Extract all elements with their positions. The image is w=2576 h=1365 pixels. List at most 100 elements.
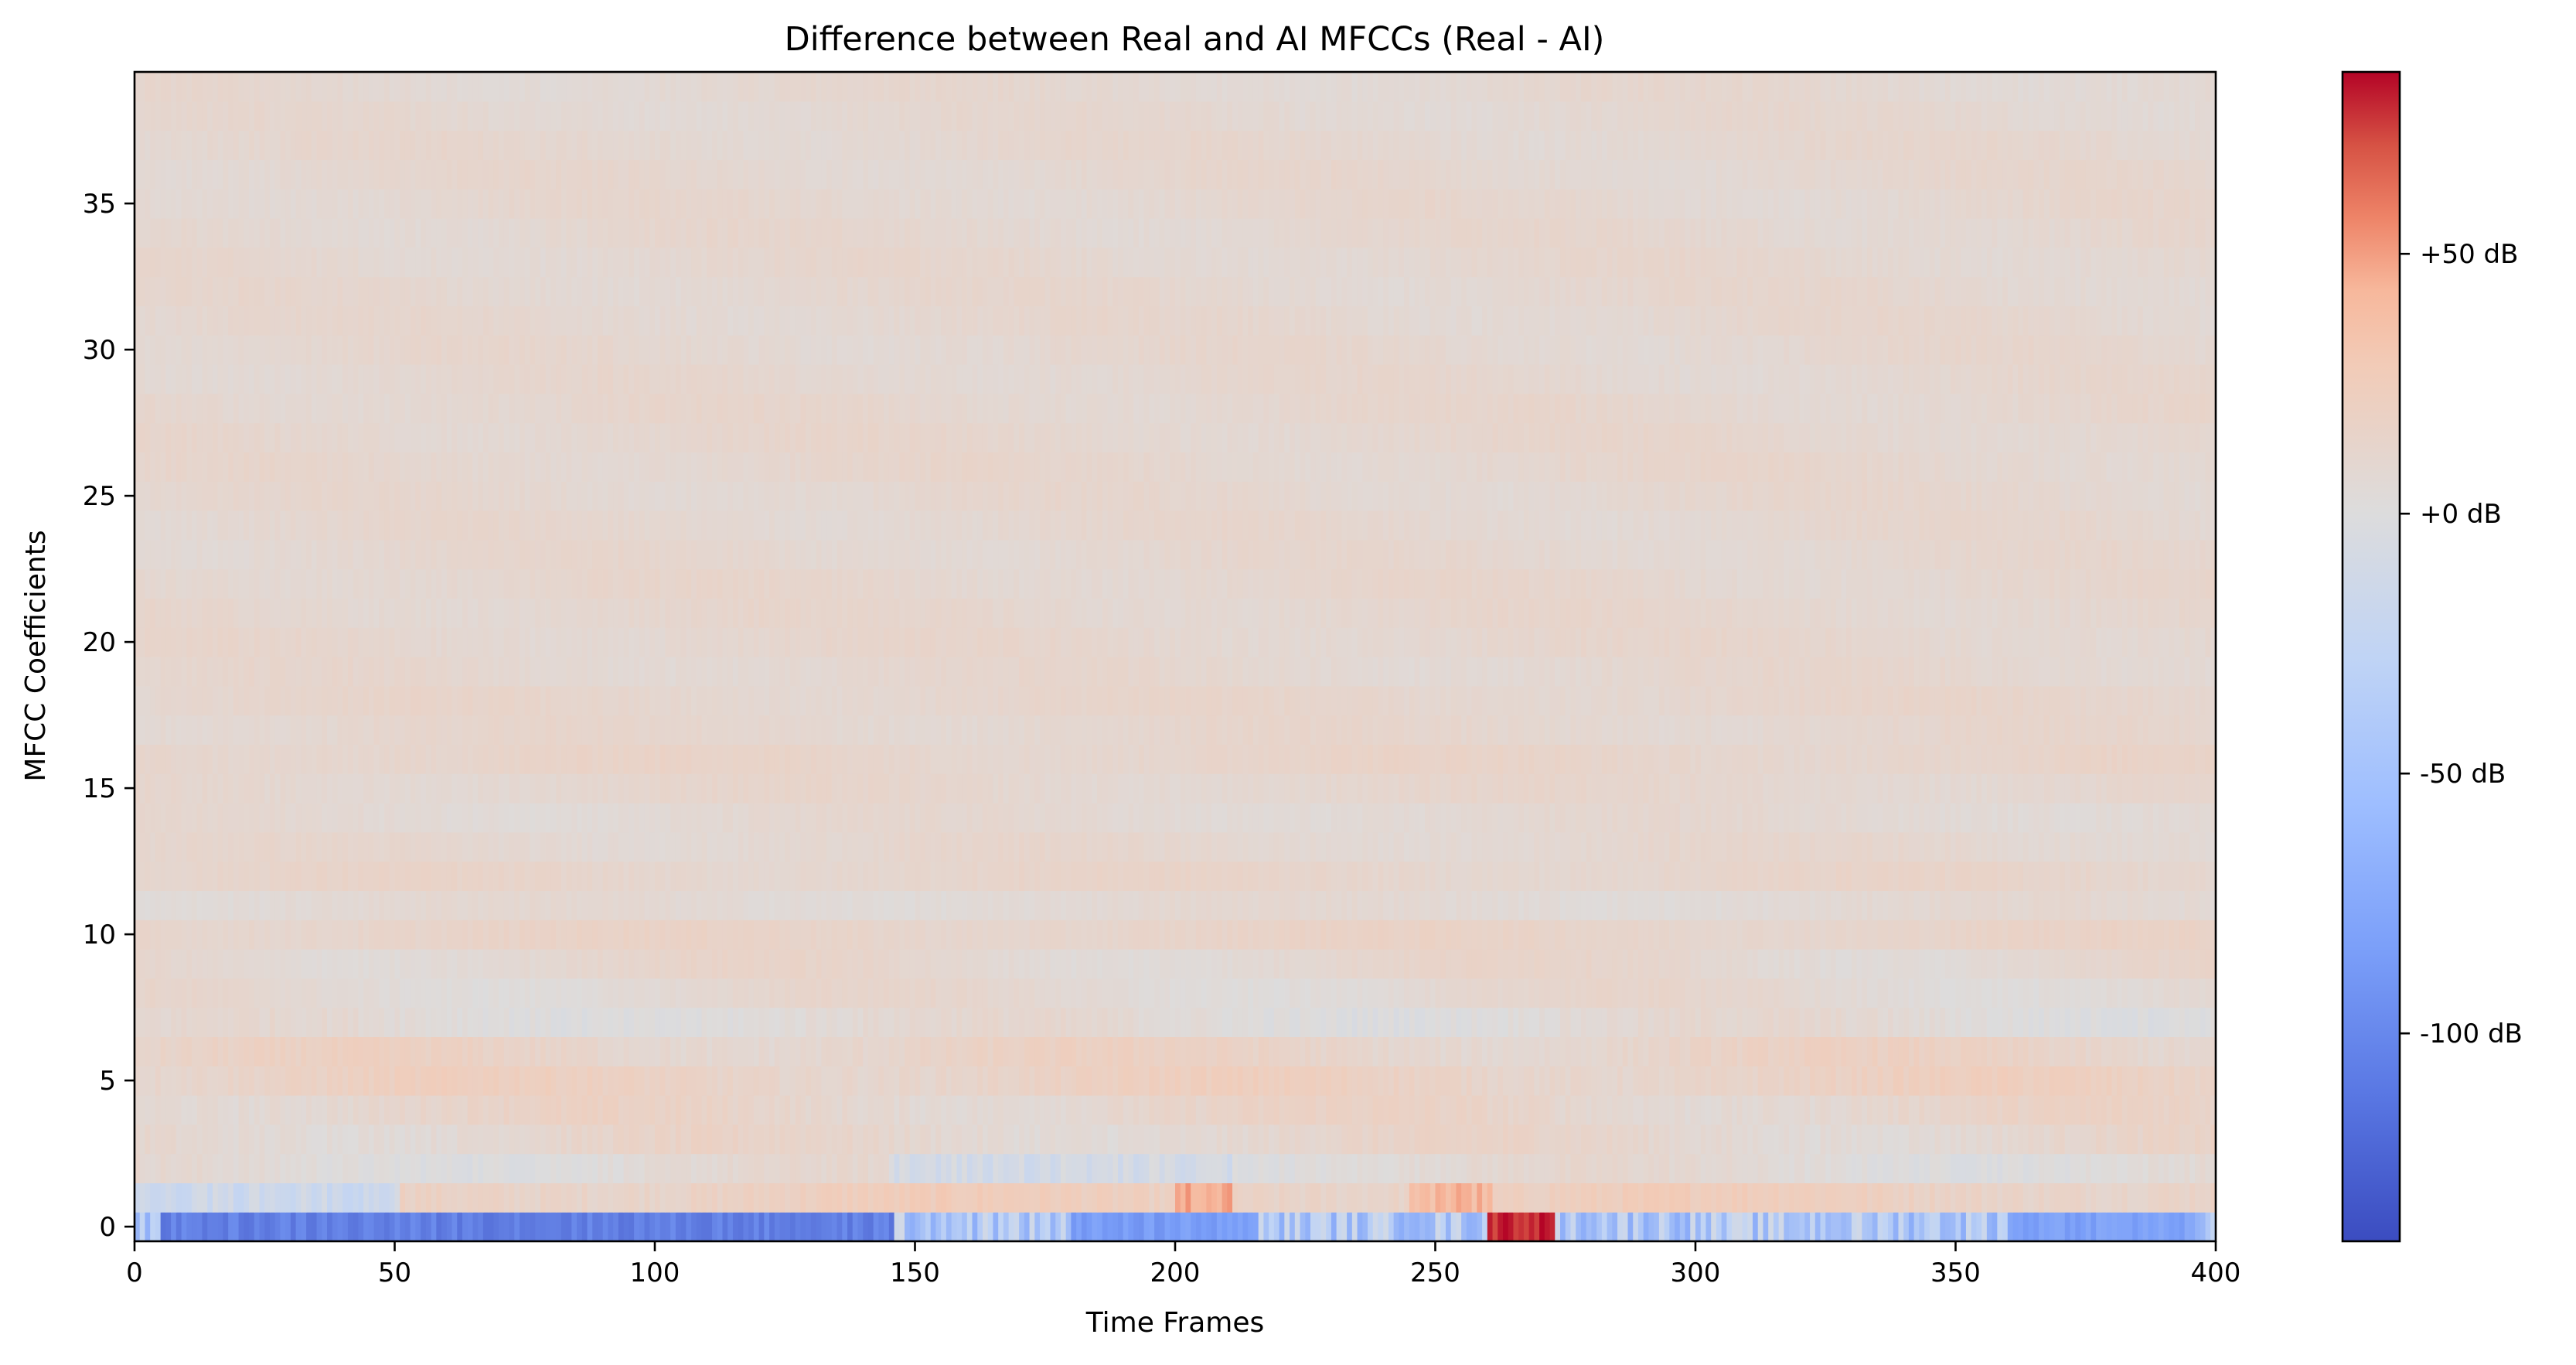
heatmap-cell	[1612, 1007, 1618, 1037]
heatmap-cell	[1040, 1124, 1046, 1155]
heatmap-cell	[1726, 1182, 1733, 1213]
heatmap-cell	[1044, 1153, 1051, 1183]
heatmap-cell	[1929, 890, 1936, 920]
heatmap-cell	[608, 890, 614, 920]
heatmap-cell	[665, 890, 671, 920]
heatmap-cell	[670, 1212, 676, 1242]
heatmap-cell	[644, 1182, 650, 1213]
heatmap-cell	[884, 1124, 890, 1155]
heatmap-cell	[2007, 890, 2014, 920]
heatmap-cell	[878, 1212, 884, 1242]
heatmap-cell	[1804, 1036, 1811, 1066]
heatmap-cell	[175, 890, 182, 920]
heatmap-cell	[1445, 1036, 1452, 1066]
heatmap-cell	[1170, 978, 1176, 1008]
heatmap-cell	[311, 1066, 318, 1096]
heatmap-cell	[1643, 1036, 1650, 1066]
heatmap-cell	[186, 1182, 193, 1213]
heatmap-cell	[363, 1153, 370, 1183]
heatmap-cell	[202, 1007, 208, 1037]
heatmap-cell	[1279, 978, 1285, 1008]
heatmap-cell	[998, 1007, 1004, 1037]
heatmap-cell	[274, 920, 281, 950]
heatmap-cell	[577, 1066, 583, 1096]
heatmap-cell	[1252, 1182, 1259, 1213]
heatmap-cell	[795, 1007, 802, 1037]
heatmap-cell	[274, 1124, 281, 1155]
heatmap-cell	[795, 1182, 802, 1213]
heatmap-cell	[1029, 1066, 1035, 1096]
heatmap-cell	[1596, 1212, 1603, 1242]
heatmap-cell	[821, 978, 827, 1008]
heatmap-cell	[727, 949, 734, 979]
heatmap-cell	[1726, 1212, 1733, 1242]
heatmap-cell	[1113, 920, 1119, 950]
heatmap-cell	[524, 949, 531, 979]
heatmap-cell	[613, 890, 619, 920]
heatmap-cell	[701, 1007, 707, 1037]
heatmap-cell	[342, 890, 349, 920]
heatmap-cell	[717, 920, 724, 950]
heatmap-cell	[1164, 949, 1170, 979]
heatmap-cell	[1799, 920, 1805, 950]
heatmap-cell	[655, 1212, 661, 1242]
heatmap-cell	[514, 1124, 520, 1155]
heatmap-cell	[1471, 1036, 1477, 1066]
heatmap-cell	[410, 1095, 417, 1125]
heatmap-cell	[2018, 1095, 2024, 1125]
heatmap-cell	[1784, 949, 1790, 979]
heatmap-cell	[779, 920, 785, 950]
heatmap-cell	[1586, 978, 1592, 1008]
heatmap-cell	[1637, 920, 1644, 950]
heatmap-cell	[618, 1124, 625, 1155]
heatmap-cell	[1326, 1212, 1332, 1242]
heatmap-cell	[1331, 949, 1337, 979]
heatmap-cell	[1862, 1124, 1868, 1155]
heatmap-cell	[1143, 949, 1150, 979]
heatmap-cell	[1347, 1095, 1353, 1125]
heatmap-cell	[425, 861, 432, 891]
heatmap-cell	[1695, 920, 1702, 950]
heatmap-cell	[2163, 1036, 2170, 1066]
heatmap-cell	[1315, 1182, 1322, 1213]
heatmap-cell	[467, 861, 474, 891]
heatmap-cell	[930, 1007, 937, 1037]
heatmap-cell	[1336, 949, 1342, 979]
heatmap-cell	[1705, 1007, 1712, 1037]
heatmap-cell	[1149, 890, 1155, 920]
heatmap-cell	[2179, 1212, 2186, 1242]
heatmap-cell	[1586, 890, 1592, 920]
heatmap-cell	[332, 1036, 339, 1066]
heatmap-cell	[488, 861, 494, 891]
heatmap-cell	[2043, 1124, 2050, 1155]
heatmap-cell	[1872, 1182, 1879, 1213]
heatmap-cell	[670, 1095, 676, 1125]
heatmap-cell	[1888, 1124, 1894, 1155]
heatmap-cell	[2054, 1066, 2060, 1096]
heatmap-cell	[2090, 1036, 2097, 1066]
heatmap-cell	[1872, 1095, 1879, 1125]
heatmap-cell	[1643, 920, 1650, 950]
heatmap-cell	[1154, 1066, 1160, 1096]
heatmap-cell	[1128, 1153, 1134, 1183]
heatmap-cell	[1862, 890, 1868, 920]
heatmap-cell	[1003, 1124, 1010, 1155]
heatmap-cell	[1716, 920, 1722, 950]
heatmap-cell	[1388, 890, 1395, 920]
heatmap-cell	[1326, 978, 1332, 1008]
heatmap-cell	[1669, 1153, 1675, 1183]
heatmap-cell	[1711, 1007, 1717, 1037]
heatmap-cell	[655, 890, 661, 920]
heatmap-cell	[1076, 861, 1082, 891]
heatmap-cell	[269, 949, 276, 979]
heatmap-cell	[290, 1212, 297, 1242]
heatmap-cell	[779, 861, 785, 891]
heatmap-cell	[1227, 1036, 1233, 1066]
heatmap-cell	[1357, 1124, 1363, 1155]
heatmap-cell	[1607, 890, 1613, 920]
heatmap-cell	[1252, 890, 1259, 920]
heatmap-cell	[894, 920, 900, 950]
heatmap-cell	[1695, 1182, 1702, 1213]
heatmap-cell	[639, 1182, 646, 1213]
heatmap-cell	[1825, 1153, 1831, 1183]
